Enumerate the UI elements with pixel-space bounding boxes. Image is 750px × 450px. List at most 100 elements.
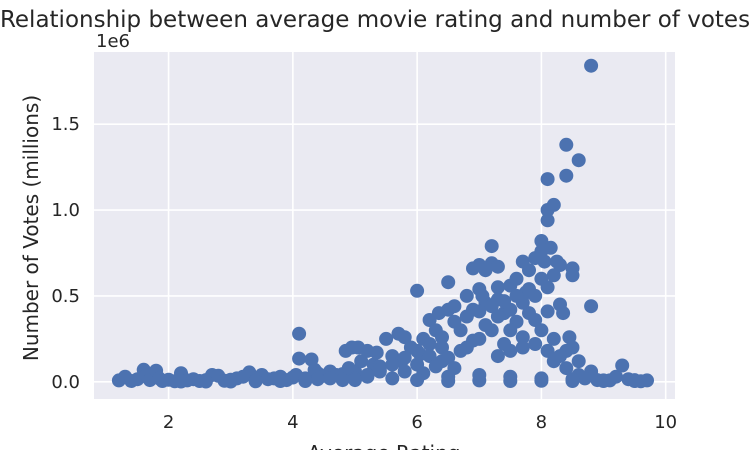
data-point <box>540 172 555 187</box>
data-point <box>553 297 567 312</box>
data-point <box>441 275 456 290</box>
data-point <box>435 340 449 355</box>
x-tick-label: 10 <box>654 412 677 433</box>
data-point <box>553 258 567 272</box>
data-point <box>565 374 580 388</box>
data-point <box>441 350 456 365</box>
data-point <box>559 137 574 152</box>
data-point <box>354 354 369 369</box>
data-point <box>490 259 505 274</box>
data-point <box>490 309 505 324</box>
data-point <box>428 359 443 374</box>
data-point <box>546 197 561 212</box>
data-point <box>323 371 338 386</box>
x-tick-label: 4 <box>287 412 298 433</box>
data-point <box>537 254 552 269</box>
data-point <box>509 271 524 286</box>
x-axis-label: Average Rating <box>308 441 461 450</box>
x-tick-label: 8 <box>536 412 547 433</box>
y-tick-label: 0.5 <box>51 286 80 307</box>
data-point <box>174 374 188 389</box>
data-point <box>546 331 561 346</box>
data-point <box>447 299 462 314</box>
data-point <box>584 58 599 73</box>
data-point <box>447 314 462 329</box>
data-point <box>472 304 487 319</box>
data-point <box>248 374 263 389</box>
data-point <box>615 358 630 373</box>
y-tick-label: 1.0 <box>51 200 80 221</box>
data-point <box>571 354 586 369</box>
data-point <box>472 373 487 388</box>
data-point <box>379 331 394 346</box>
data-point <box>490 280 505 295</box>
data-point <box>348 373 362 388</box>
data-point <box>397 350 412 365</box>
data-point <box>528 313 543 327</box>
data-point <box>534 373 549 388</box>
data-point <box>385 371 400 386</box>
data-point <box>565 268 580 283</box>
data-point <box>459 309 474 324</box>
data-point <box>543 240 558 255</box>
data-point <box>571 153 586 168</box>
data-point <box>397 330 412 345</box>
data-point <box>292 351 307 366</box>
data-point <box>515 330 530 345</box>
data-point <box>503 343 518 358</box>
data-point <box>627 373 642 388</box>
data-point <box>559 168 574 183</box>
data-point <box>509 288 524 303</box>
data-point <box>584 299 599 314</box>
data-points <box>111 58 654 389</box>
data-point <box>422 337 437 351</box>
data-point <box>310 372 325 387</box>
data-point <box>466 333 480 348</box>
data-point <box>372 362 387 377</box>
data-point <box>298 374 313 388</box>
y-tick-label: 1.5 <box>51 114 80 135</box>
data-point <box>497 294 512 309</box>
data-point <box>577 371 592 386</box>
y-tick-labels: 0.0 0.5 1.0 1.5 <box>51 114 80 393</box>
data-point <box>410 283 425 298</box>
data-point <box>484 299 499 314</box>
data-point <box>534 323 549 338</box>
data-point <box>540 213 555 228</box>
data-point <box>435 330 449 345</box>
data-point <box>540 343 555 358</box>
data-point <box>410 343 425 358</box>
x-tick-label: 2 <box>163 412 174 433</box>
data-point <box>478 318 493 333</box>
data-point <box>540 304 555 319</box>
data-point <box>335 373 350 388</box>
data-point <box>503 323 518 338</box>
y-tick-label: 0.0 <box>51 372 80 393</box>
data-point <box>553 349 567 364</box>
x-tick-label: 6 <box>411 412 422 433</box>
data-point <box>369 345 384 360</box>
data-point <box>546 268 561 283</box>
data-point <box>410 373 425 388</box>
data-point <box>609 369 623 384</box>
data-point <box>422 349 437 364</box>
data-point <box>292 326 307 341</box>
data-point <box>459 288 474 303</box>
data-point <box>503 374 518 388</box>
y-axis-offset-label: 1e6 <box>96 31 130 52</box>
data-point <box>522 282 536 297</box>
data-point <box>596 373 611 388</box>
data-point <box>640 373 654 388</box>
data-point <box>559 361 574 376</box>
data-point <box>490 349 505 364</box>
data-point <box>273 374 288 388</box>
data-point <box>223 374 238 389</box>
data-point <box>360 368 375 382</box>
data-point <box>515 340 530 355</box>
data-point <box>198 374 213 389</box>
data-point <box>441 374 456 388</box>
y-axis-label: Number of Votes (millions) <box>19 95 43 361</box>
chart-title: Relationship between average movie ratin… <box>0 7 750 33</box>
data-point <box>534 271 549 286</box>
